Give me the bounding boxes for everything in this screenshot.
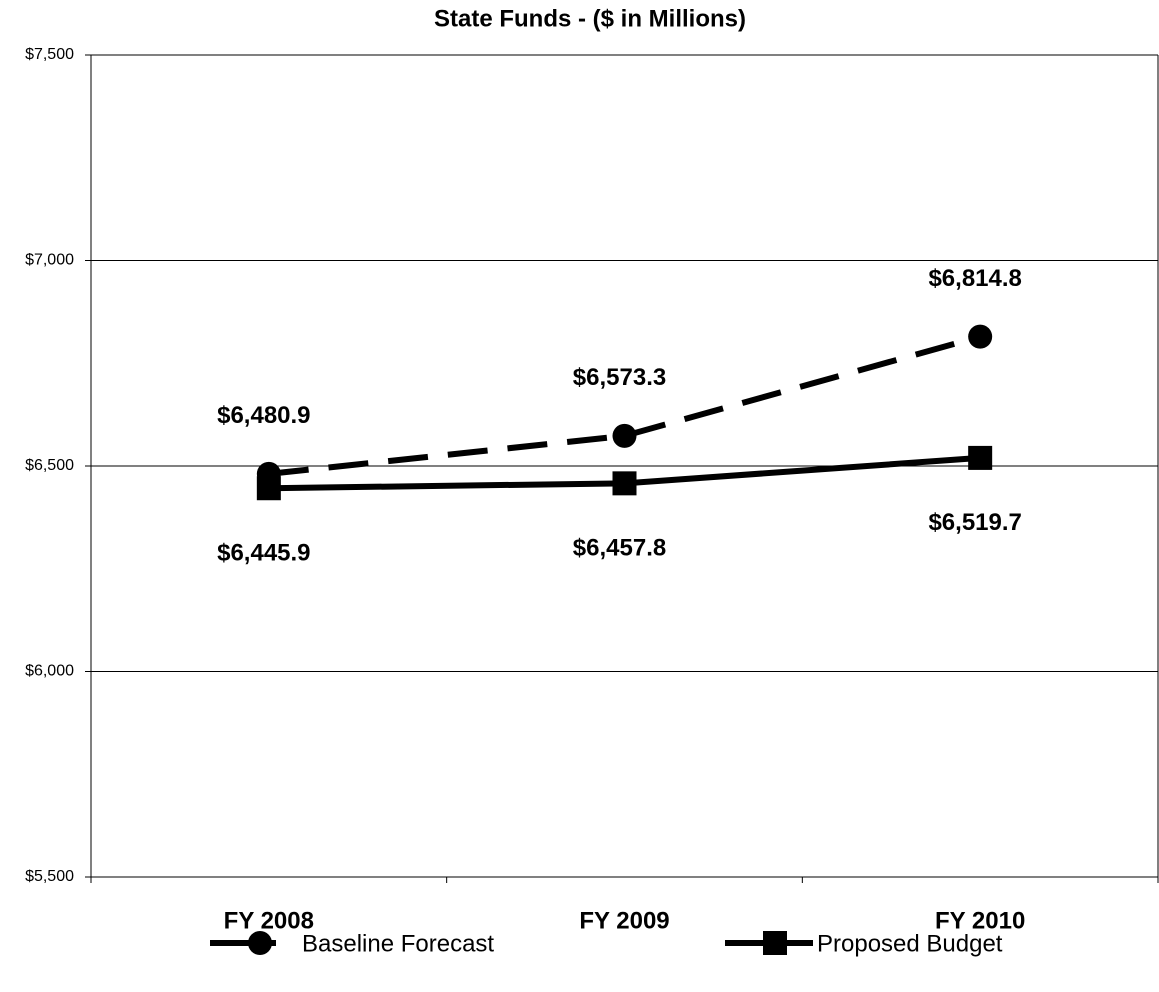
- y-tick-label: $5,500: [25, 868, 74, 885]
- series-line: [268, 333, 981, 477]
- data-label: $6,814.8: [928, 265, 1021, 292]
- x-tick-label: FY 2009: [579, 907, 669, 934]
- legend-marker: [248, 931, 272, 955]
- legend-marker: [763, 931, 787, 955]
- y-tick-label: $7,500: [25, 46, 74, 63]
- x-tick-label: FY 2008: [224, 907, 314, 934]
- y-tick-label: $6,500: [25, 457, 74, 474]
- data-point: [612, 423, 637, 448]
- y-tick-label: $6,000: [25, 663, 74, 680]
- data-point: [968, 445, 993, 470]
- chart-title: State Funds - ($ in Millions): [434, 5, 746, 32]
- data-label: $6,445.9: [217, 540, 310, 567]
- data-point: [256, 476, 281, 501]
- data-label: $6,519.7: [928, 509, 1021, 536]
- data-label: $6,457.8: [573, 535, 666, 562]
- data-label: $6,573.3: [573, 364, 666, 391]
- y-tick-label: $7,000: [25, 252, 74, 269]
- legend-label: Baseline Forecast: [302, 930, 494, 957]
- legend-label: Proposed Budget: [817, 930, 1003, 957]
- data-label: $6,480.9: [217, 402, 310, 429]
- data-point: [968, 324, 993, 349]
- x-tick-label: FY 2010: [935, 907, 1025, 934]
- data-point: [612, 471, 637, 496]
